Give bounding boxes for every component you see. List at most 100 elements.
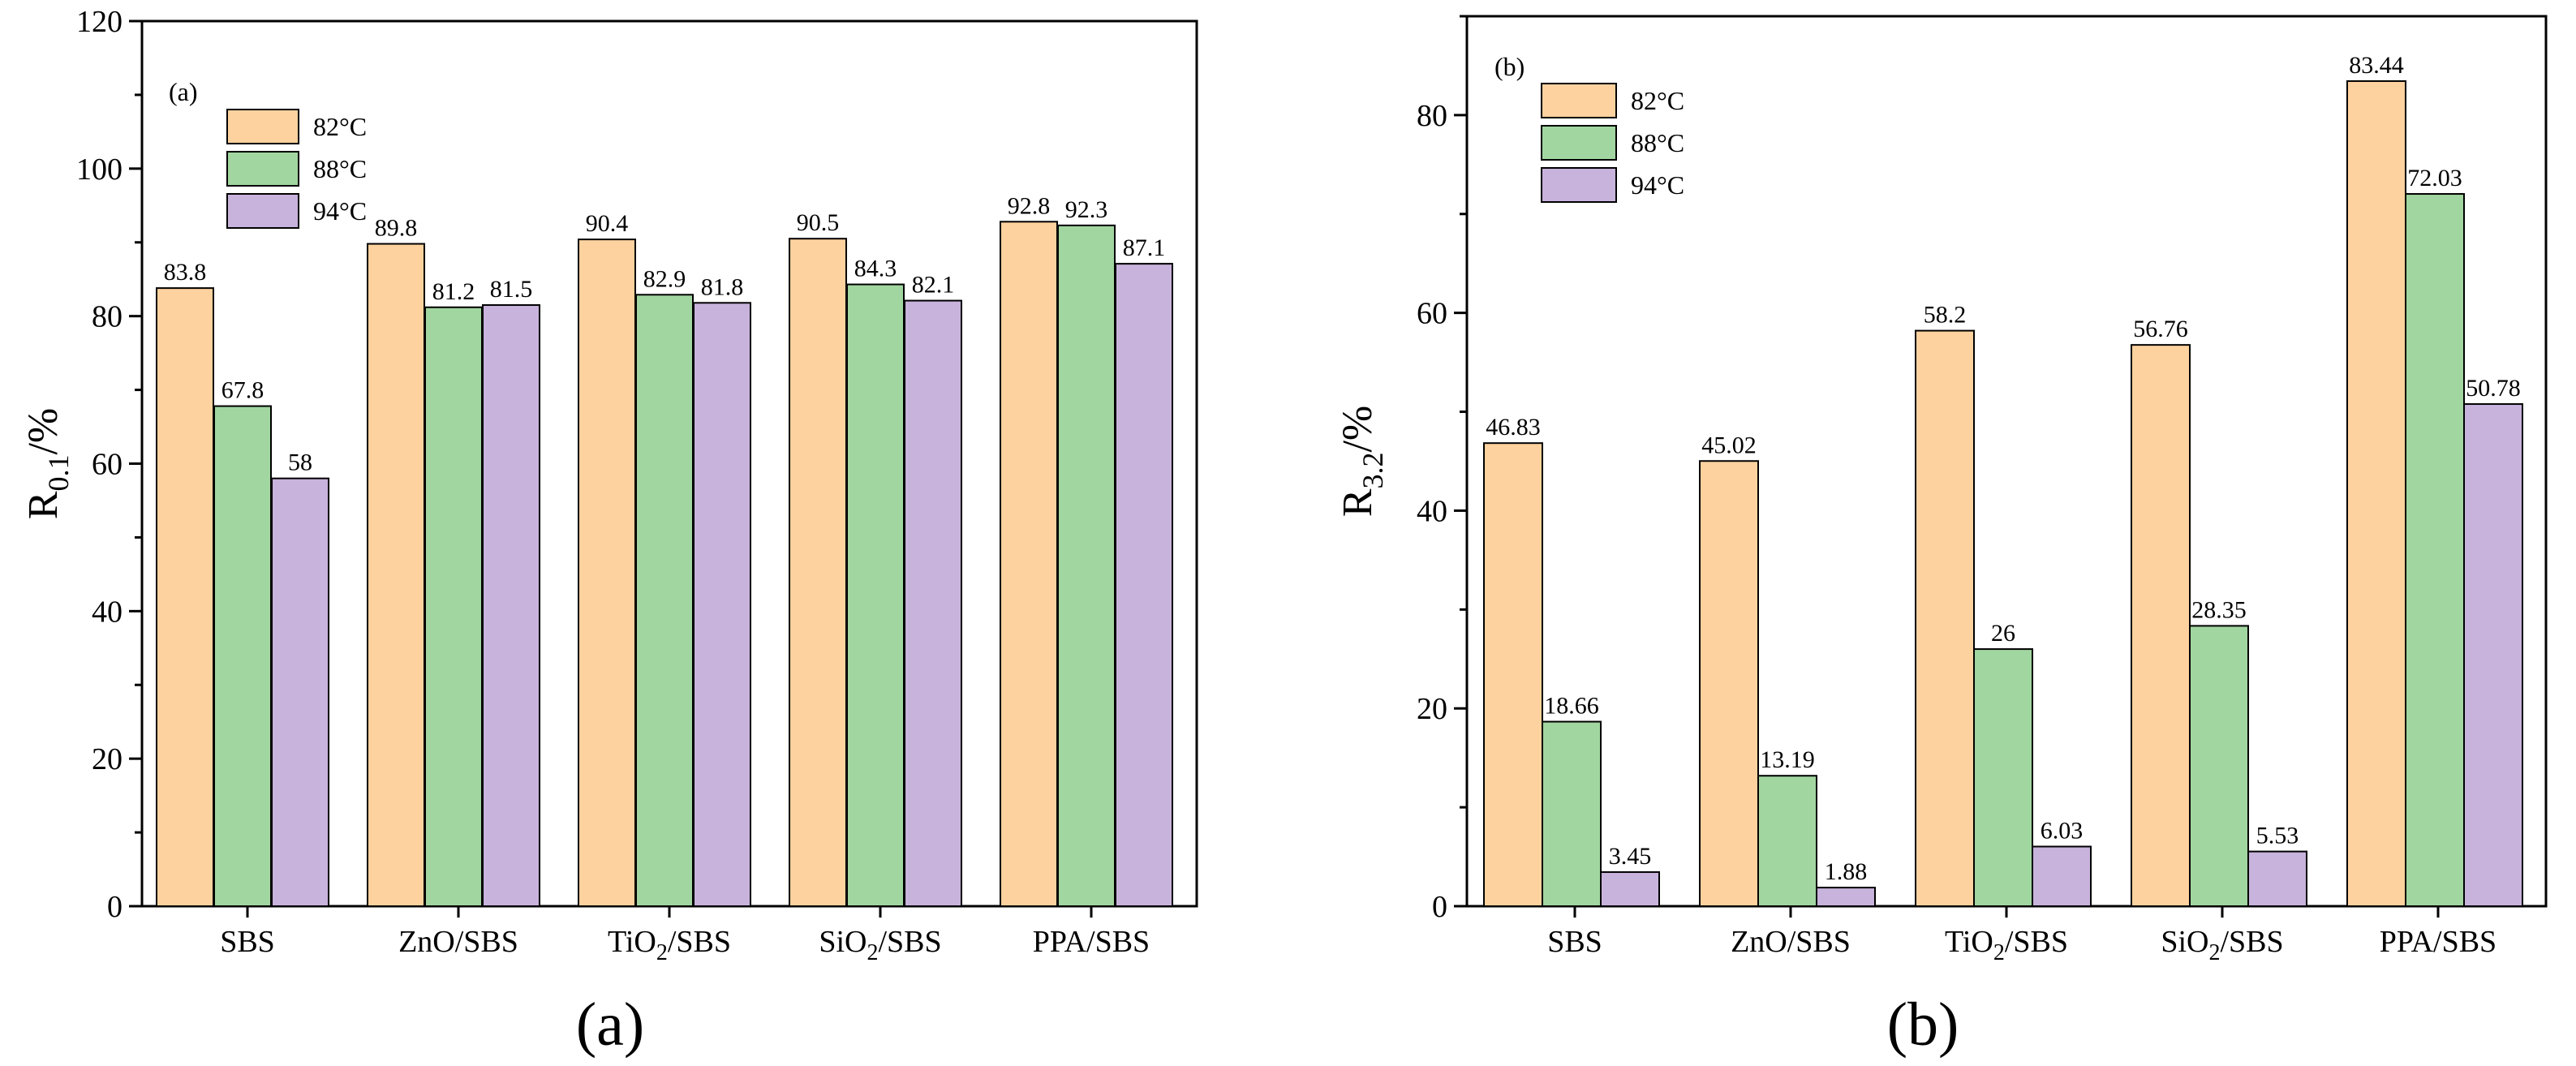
data-label: 90.4: [586, 210, 629, 237]
bar: [1973, 648, 2033, 907]
y-tick-label: 0: [107, 890, 123, 924]
x-tick-label-base: SiO: [819, 925, 867, 959]
panel-label: (a): [169, 77, 198, 106]
y-tick-label: 20: [1417, 692, 1447, 726]
x-tick-label: SBS: [1547, 925, 1602, 959]
bar: [578, 239, 636, 907]
data-label: 1.88: [1825, 858, 1868, 885]
bar: [789, 238, 847, 907]
x-tick-label-subscript: 2: [656, 940, 668, 965]
bar: [213, 405, 272, 907]
bar: [2189, 625, 2249, 907]
data-label: 3.45: [1609, 843, 1652, 870]
x-tick-label: TiO2/SBS: [608, 925, 731, 965]
x-tick-label-subscript: 2: [867, 940, 878, 965]
data-label: 67.8: [221, 377, 264, 404]
data-label: 18.66: [1544, 693, 1599, 720]
bar: [635, 294, 694, 907]
legend-swatch: [226, 151, 299, 187]
bar: [1000, 221, 1058, 907]
y-axis-label-unit: /%: [1335, 406, 1381, 453]
data-label: 81.2: [432, 278, 475, 305]
data-label: 87.1: [1123, 234, 1166, 261]
caption-b: (b): [1887, 991, 1959, 1059]
x-tick-label-base: SiO: [2161, 925, 2208, 959]
chart-a: 0 20 40 60 80 100 120 R0.1/% 83.8 89.8 90.4 90.5 92.…: [20, 5, 1198, 965]
data-label: 92.3: [1065, 196, 1108, 223]
data-label: 58.2: [1924, 302, 1967, 329]
x-tick-label: TiO2/SBS: [1945, 925, 2068, 965]
data-label: 90.5: [797, 209, 840, 236]
bar: [2247, 850, 2307, 908]
legend-label: 88°C: [313, 154, 367, 183]
y-tick-label: 60: [92, 448, 123, 482]
data-label: 83.8: [164, 259, 207, 286]
bar: [1600, 870, 1660, 908]
bar: [2346, 80, 2406, 908]
data-label: 72.03: [2407, 165, 2462, 191]
x-tick-label-base: ZnO/SBS: [1731, 925, 1851, 959]
y-tick-label: 40: [92, 595, 123, 629]
y-axis-label-subscript: 3.2: [1357, 453, 1389, 489]
x-tick-label-subscript: 2: [2208, 940, 2220, 965]
data-label: 81.8: [701, 273, 744, 300]
y-tick-label: 60: [1417, 297, 1447, 331]
y-axis-label-main: R: [20, 491, 67, 519]
x-tick-label-base: ZnO/SBS: [398, 925, 518, 959]
x-tick-label: SiO2/SBS: [819, 925, 941, 965]
x-tick-label: PPA/SBS: [2380, 925, 2496, 959]
data-label: 50.78: [2466, 375, 2521, 402]
x-tick-label: ZnO/SBS: [398, 925, 518, 959]
data-label: 58: [288, 449, 312, 476]
data-label: 5.53: [2256, 823, 2299, 849]
bar: [1542, 720, 1602, 908]
data-label: 89.8: [375, 215, 418, 242]
bar: [904, 299, 962, 907]
x-tick-label: PPA/SBS: [1033, 925, 1150, 959]
x-tick-label-subscript: 2: [1993, 940, 2005, 965]
x-tick-label-rest: /SBS: [2220, 925, 2283, 959]
bar: [2131, 344, 2191, 907]
bar: [424, 306, 483, 907]
bar: [846, 283, 905, 907]
legend-label: 88°C: [1631, 128, 1684, 157]
x-tick-label: SBS: [220, 925, 275, 959]
legend-swatch: [1541, 83, 1617, 118]
x-tick-label-base: SBS: [1547, 925, 1602, 959]
bar: [1757, 775, 1817, 908]
bar: [482, 304, 540, 907]
bar: [2463, 403, 2523, 907]
bar: [2405, 193, 2465, 907]
legend-swatch: [226, 109, 299, 144]
x-tick-label-base: PPA/SBS: [2380, 925, 2496, 959]
x-tick-label-base: SBS: [220, 925, 275, 959]
caption-a: (a): [576, 991, 644, 1059]
data-label: 84.3: [854, 256, 897, 282]
data-label: 13.19: [1760, 746, 1815, 773]
bar: [271, 477, 329, 907]
legend-swatch: [1541, 125, 1617, 161]
panel-label: (b): [1494, 52, 1525, 81]
legend-swatch: [226, 193, 299, 229]
chart-b: 0 20 40 60 80 R3.2/% 46.83 45.02 58.2 56.76 83.44 1…: [1335, 15, 2548, 965]
y-axis-label-main: R: [1335, 488, 1381, 517]
bar: [1699, 460, 1759, 907]
bar: [367, 243, 425, 907]
y-tick-label: 40: [1417, 494, 1447, 528]
y-tick-label: 100: [76, 153, 123, 187]
legend-label: 82°C: [313, 112, 367, 141]
x-tick-label-base: TiO: [1945, 925, 1993, 959]
y-axis-label: R3.2/%: [1335, 406, 1389, 517]
y-axis-label: R0.1/%: [20, 408, 75, 519]
bar: [693, 302, 751, 907]
x-tick-label-rest: /SBS: [2005, 925, 2068, 959]
data-label: 81.5: [490, 276, 533, 303]
data-label: 83.44: [2349, 52, 2404, 79]
bar: [1483, 442, 1543, 907]
x-tick-label-rest: /SBS: [668, 925, 731, 959]
data-label: 26: [1991, 620, 2015, 647]
legend-label: 82°C: [1631, 86, 1684, 115]
x-tick-label-base: PPA/SBS: [1033, 925, 1150, 959]
legend-label: 94°C: [1631, 170, 1684, 200]
